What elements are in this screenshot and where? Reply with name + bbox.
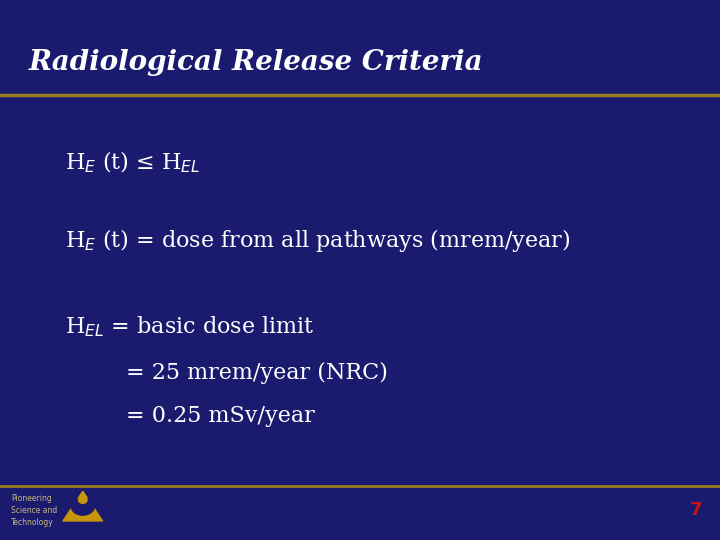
Text: Radiological Release Criteria: Radiological Release Criteria <box>29 49 483 76</box>
Circle shape <box>71 498 94 515</box>
Circle shape <box>78 497 87 503</box>
Text: Pioneering
Science and
Technology: Pioneering Science and Technology <box>11 494 57 526</box>
Text: 7: 7 <box>690 501 702 519</box>
Text: H$_{EL}$ = basic dose limit: H$_{EL}$ = basic dose limit <box>65 314 315 339</box>
Text: = 0.25 mSv/year: = 0.25 mSv/year <box>126 405 315 427</box>
Polygon shape <box>63 491 103 521</box>
Text: H$_{E}$ (t) ≤ H$_{EL}$: H$_{E}$ (t) ≤ H$_{EL}$ <box>65 150 200 174</box>
Text: H$_{E}$ (t) = dose from all pathways (mrem/year): H$_{E}$ (t) = dose from all pathways (mr… <box>65 227 570 254</box>
Text: = 25 mrem/year (NRC): = 25 mrem/year (NRC) <box>126 362 388 383</box>
